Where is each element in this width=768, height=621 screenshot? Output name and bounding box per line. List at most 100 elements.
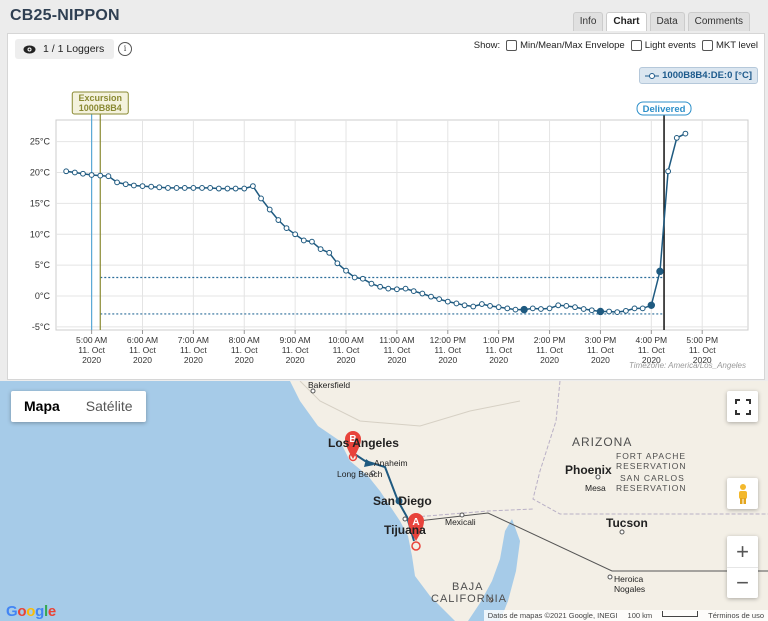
route-point [395,497,403,505]
map-label-reservation-2: RESERVATION [616,483,687,493]
zoom-in-button[interactable]: + [727,536,758,568]
map-label-bakersfield: Bakersfield [308,381,351,390]
scale-label[interactable]: 100 km [627,611,653,620]
map-label-california: CALIFORNIA [431,593,508,605]
map-view[interactable]: B A Bakersfield Los Angeles Anaheim Long… [0,381,768,621]
data-point [351,274,358,281]
mkt-level-option[interactable]: MKT level [701,40,758,51]
x-tick-label: 11. Oct [638,345,665,355]
x-tick-label: 2020 [133,355,152,365]
data-point [495,304,502,311]
data-point [580,306,587,312]
data-point [546,305,553,312]
data-point [173,185,180,191]
x-tick-label: 11. Oct [333,345,360,355]
data-point [461,302,468,309]
info-icon[interactable]: i [118,42,132,56]
city-dot [488,597,494,603]
pacific-ocean [0,381,455,621]
data-point [190,185,197,191]
data-point [309,238,315,245]
data-point [487,303,493,309]
legend-series-badge[interactable]: 1000B8B4:DE:0 [°C] [639,67,758,84]
data-point [71,169,78,176]
map-label-san-diego: San Diego [373,494,432,508]
map-label-san-carlos: SAN CARLOS [620,473,685,483]
data-point [326,249,333,256]
city-dot [370,470,376,476]
loggers-toggle[interactable]: 1 / 1 Loggers [15,39,115,59]
x-tick-label: 11. Oct [587,345,614,355]
x-tick-label: 5:00 PM [686,335,718,345]
x-tick-label: 11:00 AM [379,335,414,345]
tab-info[interactable]: Info [572,12,604,31]
data-point [148,183,155,190]
app-header: CB25-NIPPON Info Chart Data Comments [0,0,768,34]
map-type-control: Mapa Satélite [11,391,146,422]
x-tick-label: 2020 [438,355,457,365]
pegman-icon [738,483,747,504]
y-tick-label: 20°C [30,168,51,178]
city-dot [459,512,465,518]
tab-data[interactable]: Data [649,12,685,31]
attribution-text[interactable]: Datos de mapas ©2021 Google, INEGI [487,611,618,620]
fullscreen-button[interactable] [727,391,758,422]
y-tick-label: 5°C [35,260,51,270]
data-point [139,183,146,189]
data-point [317,246,324,252]
x-tick-label: 12:00 PM [430,335,466,345]
x-tick-label: 2020 [82,355,101,365]
eye-icon [23,45,36,53]
x-tick-label: 11. Oct [231,345,258,355]
tab-chart[interactable]: Chart [606,12,647,31]
data-point [512,306,519,313]
delivered-label: Delivered [643,104,686,115]
tab-comments[interactable]: Comments [687,12,750,31]
terrain-line [299,381,521,427]
terms-link[interactable]: Términos de uso [708,611,764,620]
x-tick-label: 11. Oct [129,345,156,355]
country-border [414,508,534,518]
chart-panel: 25°C 20°C 15°C 10°C 5°C 0°C -5°C 5:00 AM 11. Oct… [7,33,765,380]
x-tick-label: 10:00 AM [328,335,364,345]
data-point [207,185,214,191]
checkbox-icon[interactable] [630,40,642,51]
map-label-nogales: Nogales [614,584,646,594]
data-point [470,303,477,310]
y-tick-label: 25°C [30,137,51,147]
data-point [402,285,409,292]
map-canvas[interactable]: B A [0,381,768,621]
map-label-long-beach: Long Beach [337,469,383,479]
data-point [275,217,282,223]
data-point [114,179,120,186]
data-point [444,298,451,305]
data-point [334,260,341,267]
map-button[interactable]: Mapa [24,398,60,414]
checkbox-icon[interactable] [506,40,518,51]
map-label-mexicali: Mexicali [445,517,476,527]
data-point [520,305,528,314]
fullscreen-icon [734,398,751,415]
route-arrow [364,459,374,467]
envelope-option[interactable]: Min/Mean/Max Envelope [506,40,625,51]
data-point [224,185,231,192]
data-point [156,184,163,191]
light-events-option[interactable]: Light events [630,40,696,51]
street-view-button[interactable] [727,478,758,509]
x-tick-label: 3:00 PM [585,335,617,345]
x-tick-label: 2020 [184,355,203,365]
marker-a[interactable]: A [408,513,424,551]
data-point [504,305,511,312]
satellite-button[interactable]: Satélite [85,398,133,414]
data-point [266,206,273,213]
marker-b[interactable]: B [345,431,361,462]
data-point [665,168,672,175]
svg-text:B: B [349,434,356,445]
zoom-out-button[interactable]: − [736,570,749,595]
y-tick-label: 15°C [30,198,51,208]
data-point [283,225,290,231]
legend-label: 1000B8B4:DE:0 [°C] [662,70,752,81]
excursion-label: Excursion [79,93,123,103]
x-tick-label: 2:00 PM [534,335,566,345]
checkbox-icon[interactable] [701,40,713,51]
